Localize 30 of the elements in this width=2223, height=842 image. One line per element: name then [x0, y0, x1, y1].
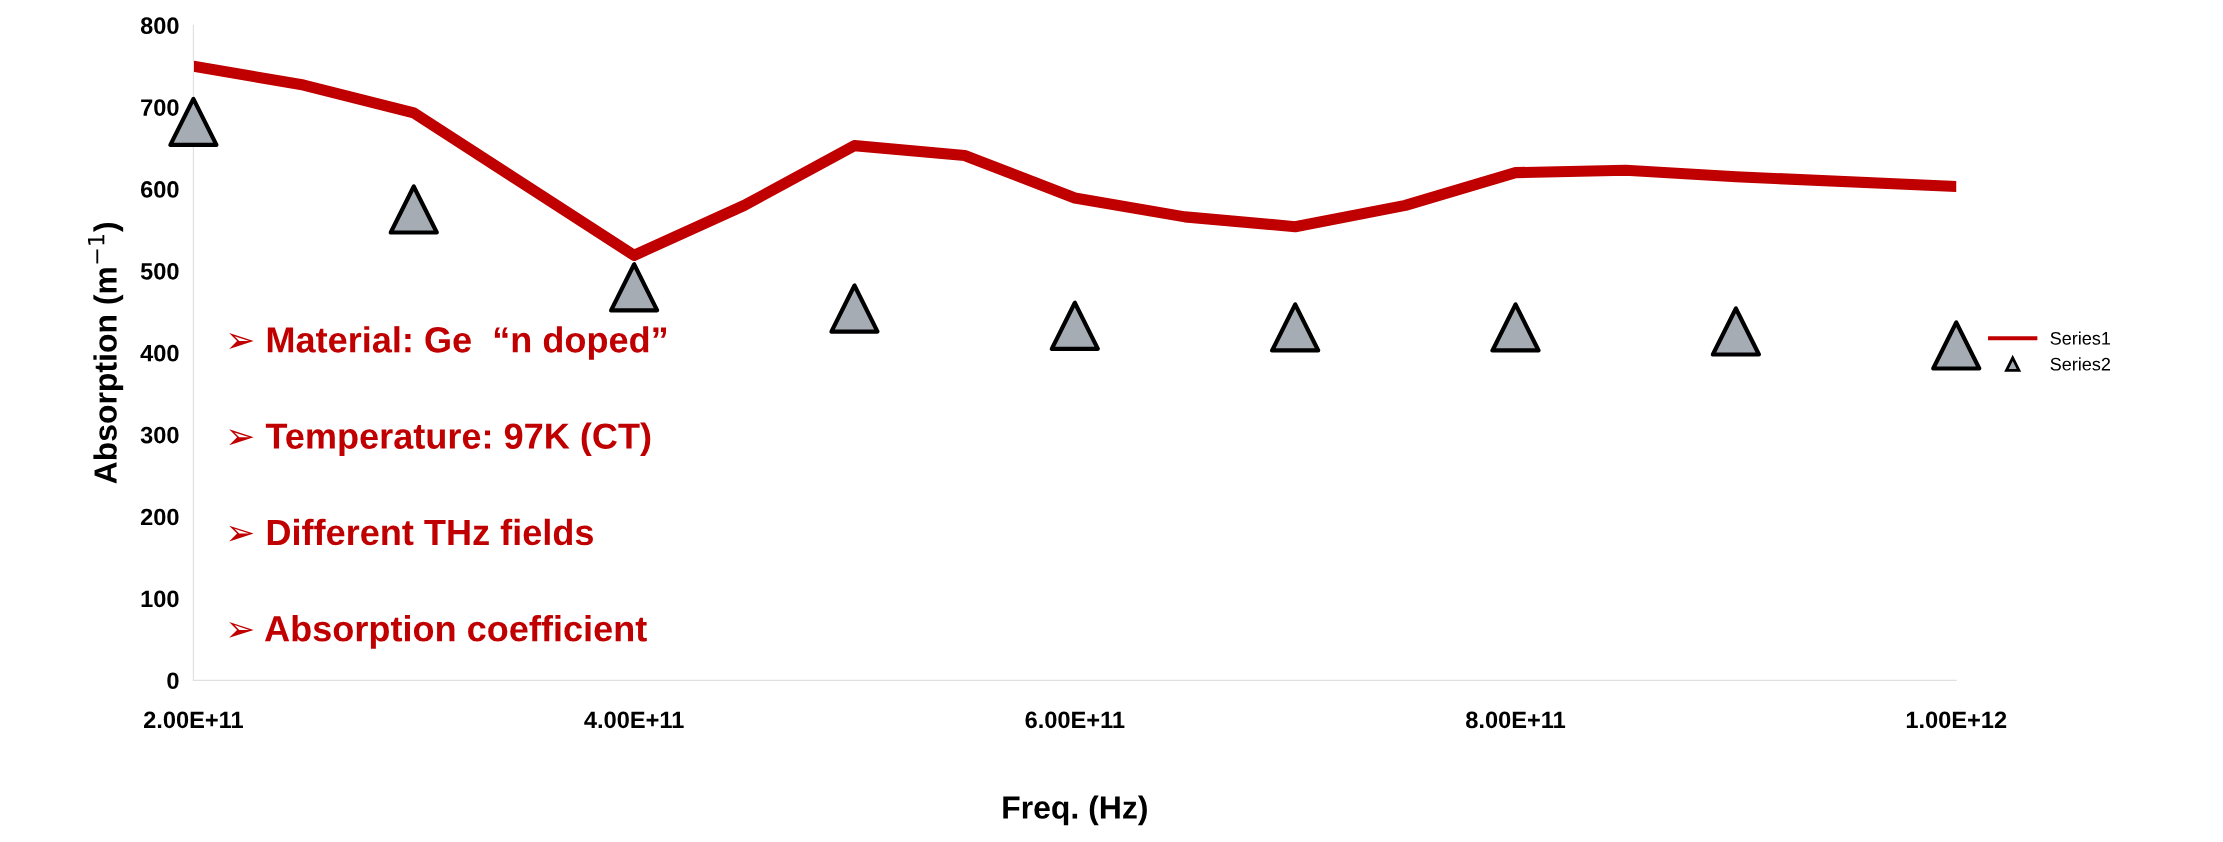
point: [1710, 306, 1762, 357]
point: [1270, 302, 1321, 353]
y-tick-label: 200: [140, 508, 179, 526]
y-tick-label: 300: [140, 426, 179, 444]
annotation: ➢ Different THz fields: [229, 518, 593, 546]
legend-label: Series2: [2050, 357, 2111, 371]
x-tick-label: 6.00E+11: [1025, 711, 1125, 729]
annotation: ➢ Material: Ge “n doped”: [229, 326, 667, 360]
y-tick-label: 500: [140, 262, 179, 280]
annotation: ➢ Temperature: 97K (CT): [229, 422, 651, 457]
point: [1931, 320, 1982, 371]
y-tick-label: 0: [167, 672, 179, 690]
point: [608, 262, 660, 313]
y-axis-title: Absorption (m$^{−1}$): [88, 222, 124, 484]
y-tick-label: 700: [141, 99, 179, 116]
point: [1490, 302, 1541, 353]
y-tick-label: 400: [140, 344, 179, 362]
y-tick-label: 800: [140, 17, 179, 35]
x-tick-label: 8.00E+11: [1466, 711, 1566, 729]
legend-label: Series1: [2050, 331, 2111, 345]
x-tick-label: 1.00E+12: [1906, 711, 2007, 729]
point: [1049, 300, 1100, 351]
x-axis-title: Freq. (Hz): [1003, 795, 1147, 826]
annotation: ➢ Absorption coefficient: [229, 615, 647, 649]
point: [388, 184, 439, 235]
y-tick-label: 100: [141, 590, 179, 608]
point: [829, 283, 880, 334]
y-tick-label: 600: [140, 181, 179, 198]
x-tick-label: 2.00E+11: [143, 711, 243, 729]
x-tick-label: 4.00E+11: [584, 711, 684, 729]
